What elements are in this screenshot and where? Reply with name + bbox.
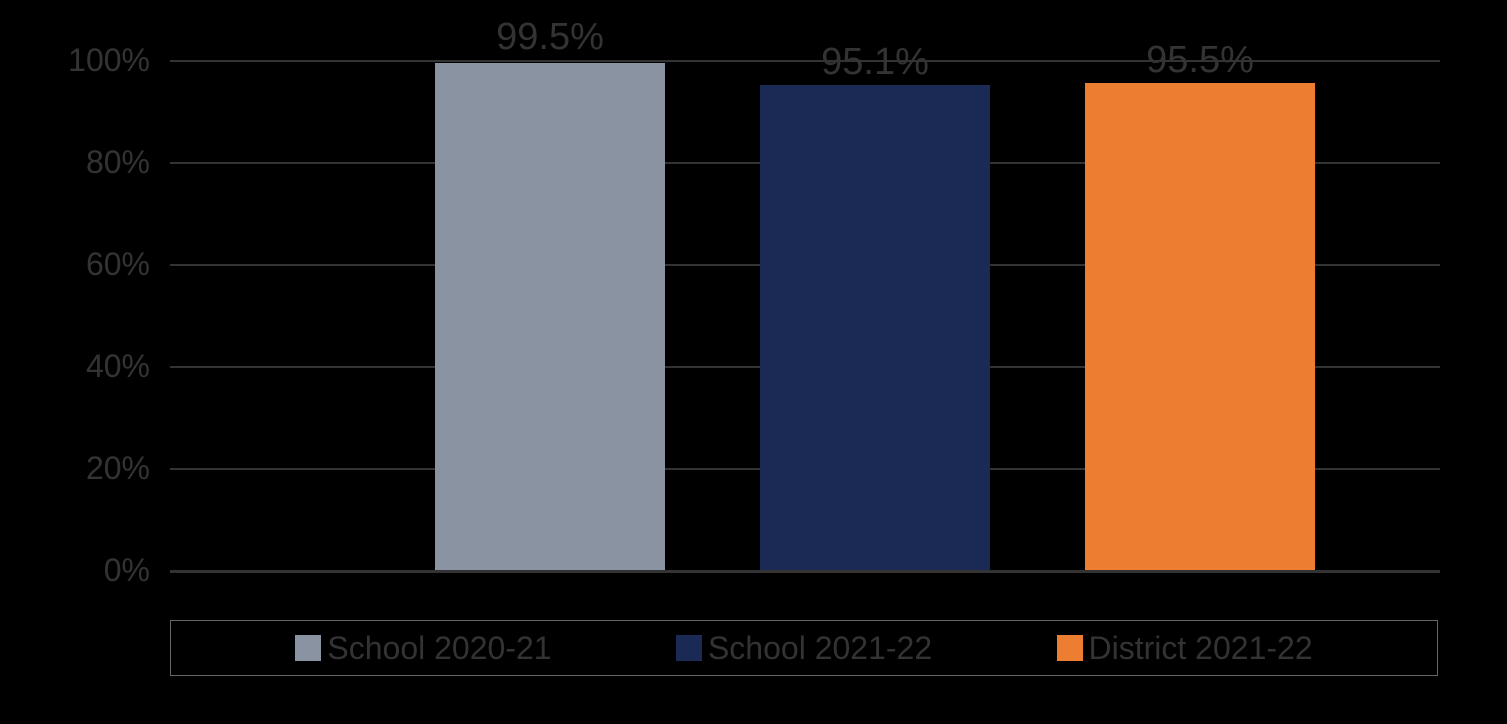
legend-item-1: School 2021-22	[676, 630, 932, 667]
legend-item-0: School 2020-21	[295, 630, 551, 667]
y-tick-60: 60%	[0, 248, 150, 280]
y-tick-20: 20%	[0, 452, 150, 484]
y-tick-40: 40%	[0, 350, 150, 382]
plot-area: 99.5% 95.1% 95.5%	[170, 60, 1440, 570]
bar-school-2020-21	[435, 63, 665, 570]
bar-label-0: 99.5%	[496, 18, 604, 56]
bar-district-2021-22	[1085, 83, 1315, 570]
bar-label-1: 95.1%	[821, 43, 929, 81]
legend-label-1: School 2021-22	[708, 630, 932, 667]
bar-chart: 0% 20% 40% 60% 80% 100% 99.5% 95.1% 95.5…	[0, 0, 1507, 724]
legend-item-2: District 2021-22	[1057, 630, 1313, 667]
legend-swatch-1	[676, 635, 702, 661]
legend-swatch-2	[1057, 635, 1083, 661]
legend: School 2020-21 School 2021-22 District 2…	[170, 620, 1438, 676]
bar-school-2021-22	[760, 85, 990, 570]
y-tick-100: 100%	[0, 44, 150, 76]
y-tick-80: 80%	[0, 146, 150, 178]
legend-label-2: District 2021-22	[1089, 630, 1313, 667]
legend-label-0: School 2020-21	[327, 630, 551, 667]
legend-swatch-0	[295, 635, 321, 661]
y-tick-0: 0%	[0, 554, 150, 586]
gridline-0	[170, 570, 1440, 573]
bar-label-2: 95.5%	[1146, 41, 1254, 79]
